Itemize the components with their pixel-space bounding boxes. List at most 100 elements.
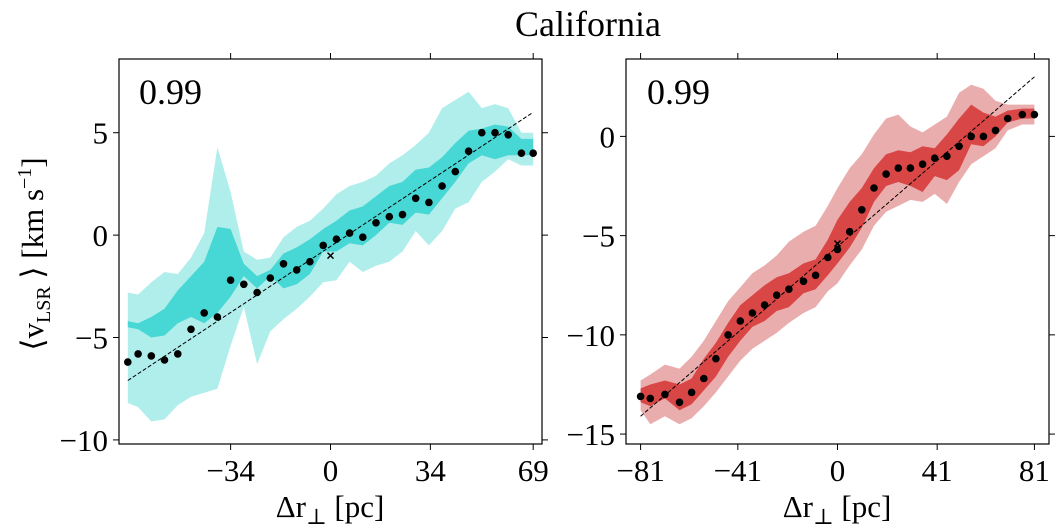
left-origin-marker [326,252,335,260]
right-data-point [811,271,820,280]
left-x-tick-label: 69 [518,453,549,488]
left-data-point [385,212,394,221]
left-y-tick-label: −5 [75,321,108,356]
left-x-tick-label: 34 [415,453,447,488]
right-data-point [894,164,903,172]
right-data-point [918,160,927,168]
right-data-point [845,227,854,236]
left-y-tick-label: −10 [60,423,108,458]
right-data-point [824,253,832,262]
left-data-point [174,350,182,358]
right-data-point [675,398,684,407]
left-data-point [306,257,314,266]
right-data-point [785,285,793,294]
left-data-point [451,167,460,176]
right-data-point [772,291,781,300]
right-data-point [930,154,939,162]
left-data-point [529,149,537,157]
left-x-axis-label: Δr⊥ [pc] [276,489,385,529]
right-data-point [724,331,732,339]
right-data-point [636,392,645,401]
right-y-tick-label: −10 [567,318,615,353]
left-x-tick-label: 0 [323,453,339,488]
left-data-point [160,356,169,364]
left-data-point [226,276,235,285]
left-data-point [478,128,486,137]
right-data-point [991,126,1000,135]
right-x-tick-label: −81 [616,453,664,488]
left-y-tick-label: 0 [93,218,109,253]
right-data-point [799,277,808,286]
right-inner-band [640,104,1035,411]
left-data-point [332,235,341,243]
right-y-tick-label: 0 [600,119,616,154]
right-y-tick-label: −5 [582,219,615,254]
left-data-point [359,233,367,241]
left-data-point [253,288,261,297]
left-inner-band [127,124,534,338]
left-data-point [134,350,142,358]
right-y-ticks: −15 −10 −5 0 [567,119,1055,452]
figure-title: California [515,4,661,44]
right-data-point [882,170,890,178]
right-x-tick-label: 41 [922,453,953,488]
left-data-point [398,210,407,219]
right-data-point [906,164,915,172]
right-data-point [646,394,655,403]
right-x-ticks: −81 −41 0 41 81 [616,53,1050,488]
left-x-ticks: −34 0 34 69 [206,53,549,488]
right-data-point [700,374,708,383]
left-x-tick-label: −34 [206,453,255,488]
right-data-point [1003,114,1012,123]
right-data-point [712,354,720,363]
left-data-point [187,325,195,334]
right-data-point [943,152,951,160]
right-annotation: 0.99 [647,72,710,112]
right-x-tick-label: 81 [1019,453,1050,488]
right-data-point [1030,110,1039,119]
right-x-tick-label: 0 [830,453,846,488]
right-data-point [760,301,769,309]
left-data-point [438,182,446,190]
left-data-point [411,194,420,203]
left-fit-line [127,111,534,381]
right-plot-area [636,76,1039,425]
left-y-ticks: −10 −5 0 5 [60,116,548,458]
left-data-point [319,241,328,250]
right-y-tick-label: −15 [567,417,615,452]
left-plot-area [124,91,537,422]
left-data-point [372,219,380,227]
left-data-point [425,198,433,207]
left-data-point [491,128,499,137]
left-data-point [200,309,208,317]
left-data-point [345,229,354,237]
right-data-point [979,132,988,141]
left-data-point [124,358,132,366]
left-data-point [147,352,156,360]
left-data-point [464,147,473,155]
left-data-point [292,266,301,274]
left-panel: 0.99 −34 0 34 69 −10 −5 0 5 Δr⊥ [pc] ⟨vLSR ⟩ [… [14,53,549,529]
left-data-point [266,274,275,282]
right-data-point [833,245,842,254]
right-origin-marker [833,240,842,248]
right-data-point [967,132,975,141]
left-data-point [213,313,222,321]
right-x-axis-label: Δr⊥ [pc] [783,489,892,529]
left-data-point [279,260,288,268]
right-x-tick-label: −41 [714,453,762,488]
right-data-point [1018,110,1027,119]
left-data-point [517,149,526,157]
right-data-point [661,390,669,399]
left-data-point [240,280,248,289]
left-annotation: 0.99 [139,72,202,112]
left-y-tick-label: 5 [93,116,109,151]
right-data-point [687,388,696,397]
left-data-point [504,131,512,139]
y-axis-label: ⟨vLSR ⟩ [km s−1] [14,157,55,350]
right-data-point [748,309,757,317]
right-data-point [736,317,745,325]
right-data-point [955,142,963,151]
right-data-point [870,184,878,192]
